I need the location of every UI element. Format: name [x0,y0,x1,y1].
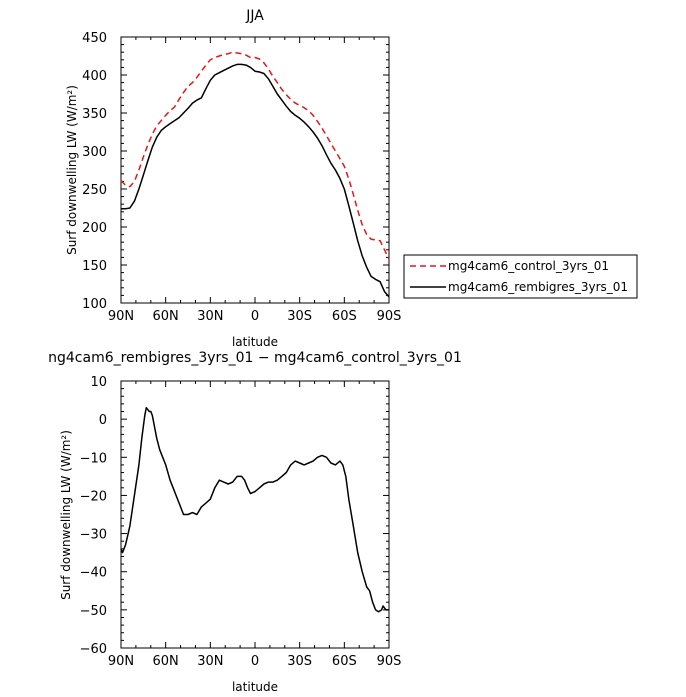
top-chart-title: JJA [245,8,264,24]
y-tick-label: −10 [80,451,107,466]
top-chart-series [120,51,390,298]
top-chart: JJA 90N 60N 30N 0 30S 60S 90S 100 150 200 250 300 35… [65,8,638,349]
x-tick-label: 90S [377,309,402,324]
x-tick-label: 90N [108,654,134,669]
x-tick-label: 90N [108,309,134,324]
top-x-axis-title: latitude [232,335,278,349]
legend-label-rembigres: mg4cam6_rembigres_3yrs_01 [448,280,628,294]
legend-box [403,254,638,299]
x-tick-label: 60N [153,309,179,324]
y-tick-label: 350 [82,107,107,122]
y-tick-label: 250 [82,183,107,198]
bottom-y-axis-title: Surf downwelling LW (W/m²) [59,430,73,600]
top-series-line-2 [121,63,390,298]
bottom-series-line-1 [120,406,389,613]
bottom-chart-ticks: 90N 60N 30N 0 30S 60S 90S −60 −50 −40 −30 −20 −10 0 10 [80,375,402,669]
legend-label-control: mg4cam6_control_3yrs_01 [448,259,609,273]
x-tick-label: 0 [251,654,259,669]
y-tick-label: 200 [82,221,107,236]
top-chart-ticks: 90N 60N 30N 0 30S 60S 90S 100 150 200 250 300 350 400… [82,31,401,324]
bottom-chart-series [120,406,389,613]
y-tick-label: −40 [80,566,107,581]
y-tick-label: 300 [82,145,107,160]
x-tick-label: 60N [153,654,179,669]
y-tick-label: 400 [82,69,107,84]
bottom-chart: ng4cam6_rembigres_3yrs_01 − mg4cam6_cont… [48,350,462,694]
x-tick-label: 30N [197,309,223,324]
y-tick-label: 450 [82,31,107,46]
y-tick-label: −60 [80,642,107,657]
bottom-plot-frame [120,380,390,649]
y-tick-label: 0 [99,413,107,428]
x-tick-label: 30S [287,654,312,669]
y-tick-label: 100 [82,297,107,312]
y-tick-label: −30 [80,528,107,543]
top-series-line-1 [120,51,390,260]
x-tick-label: 90S [377,654,402,669]
x-tick-label: 60S [332,654,357,669]
y-tick-label: 10 [90,375,107,390]
x-tick-label: 30S [287,309,312,324]
top-chart-legend: mg4cam6_control_3yrs_01 mg4cam6_rembigre… [403,254,638,299]
y-tick-label: −50 [80,604,107,619]
x-tick-label: 60S [332,309,357,324]
y-tick-label: −20 [80,489,107,504]
x-tick-label: 30N [197,654,223,669]
bottom-x-axis-title: latitude [232,680,278,694]
bottom-chart-title: ng4cam6_rembigres_3yrs_01 − mg4cam6_cont… [48,350,462,366]
x-tick-label: 0 [251,309,259,324]
top-plot-frame [120,36,390,304]
top-y-axis-title: Surf downwelling LW (W/m²) [65,85,79,255]
y-tick-label: 150 [82,259,107,274]
